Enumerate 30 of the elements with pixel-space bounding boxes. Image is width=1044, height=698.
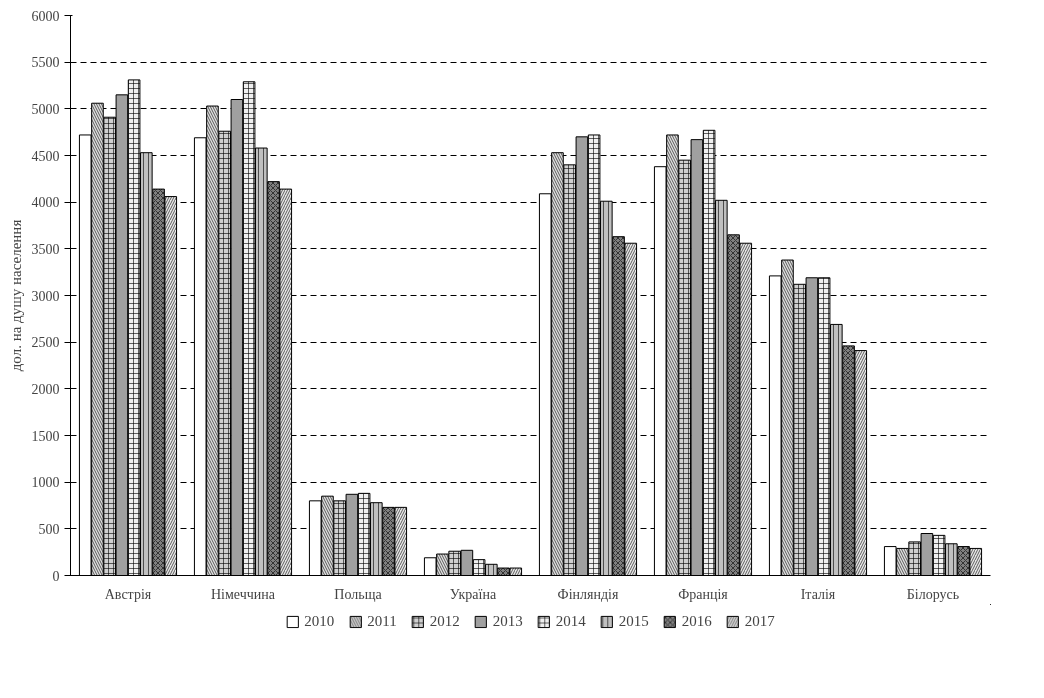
- y-tick-label: 2000: [31, 381, 60, 397]
- y-tick-label: 4500: [31, 148, 60, 164]
- x-tick-label: Польща: [334, 586, 383, 602]
- y-tick-label: 6000: [31, 8, 60, 24]
- x-tick-label: Італія: [800, 586, 836, 602]
- x-tick-label: Австрія: [104, 586, 152, 602]
- x-tick-label: Фінляндія: [557, 586, 619, 602]
- legend-label: 2015: [618, 612, 649, 630]
- legend-label: 2017: [744, 612, 775, 630]
- x-tick-label: Франція: [678, 586, 729, 602]
- legend-label: 2013: [492, 612, 523, 630]
- legend-label: 2011: [367, 612, 397, 630]
- y-tick-label: 4000: [31, 195, 60, 211]
- y-tick-label: 5500: [31, 55, 60, 71]
- y-tick-label: 0: [52, 568, 60, 584]
- legend-label: 2012: [429, 612, 460, 630]
- y-tick-label: 3000: [31, 288, 60, 304]
- x-tick-label: Німеччина: [211, 586, 276, 602]
- y-axis-title: дол. на душу населення: [7, 219, 24, 372]
- y-tick-label: 3500: [31, 241, 60, 257]
- x-tick-label: Україна: [449, 586, 497, 602]
- y-tick-label: 1500: [31, 428, 60, 444]
- legend-label: 2014: [555, 612, 586, 630]
- y-tick-label: 500: [38, 521, 60, 537]
- y-tick-label: 2500: [31, 335, 60, 351]
- y-tick-label: 1000: [31, 475, 60, 491]
- y-tick-label: 5000: [31, 101, 60, 117]
- legend-label: 2016: [681, 612, 712, 630]
- x-tick-label: Білорусь: [906, 586, 960, 602]
- legend-label: 2010: [304, 612, 335, 630]
